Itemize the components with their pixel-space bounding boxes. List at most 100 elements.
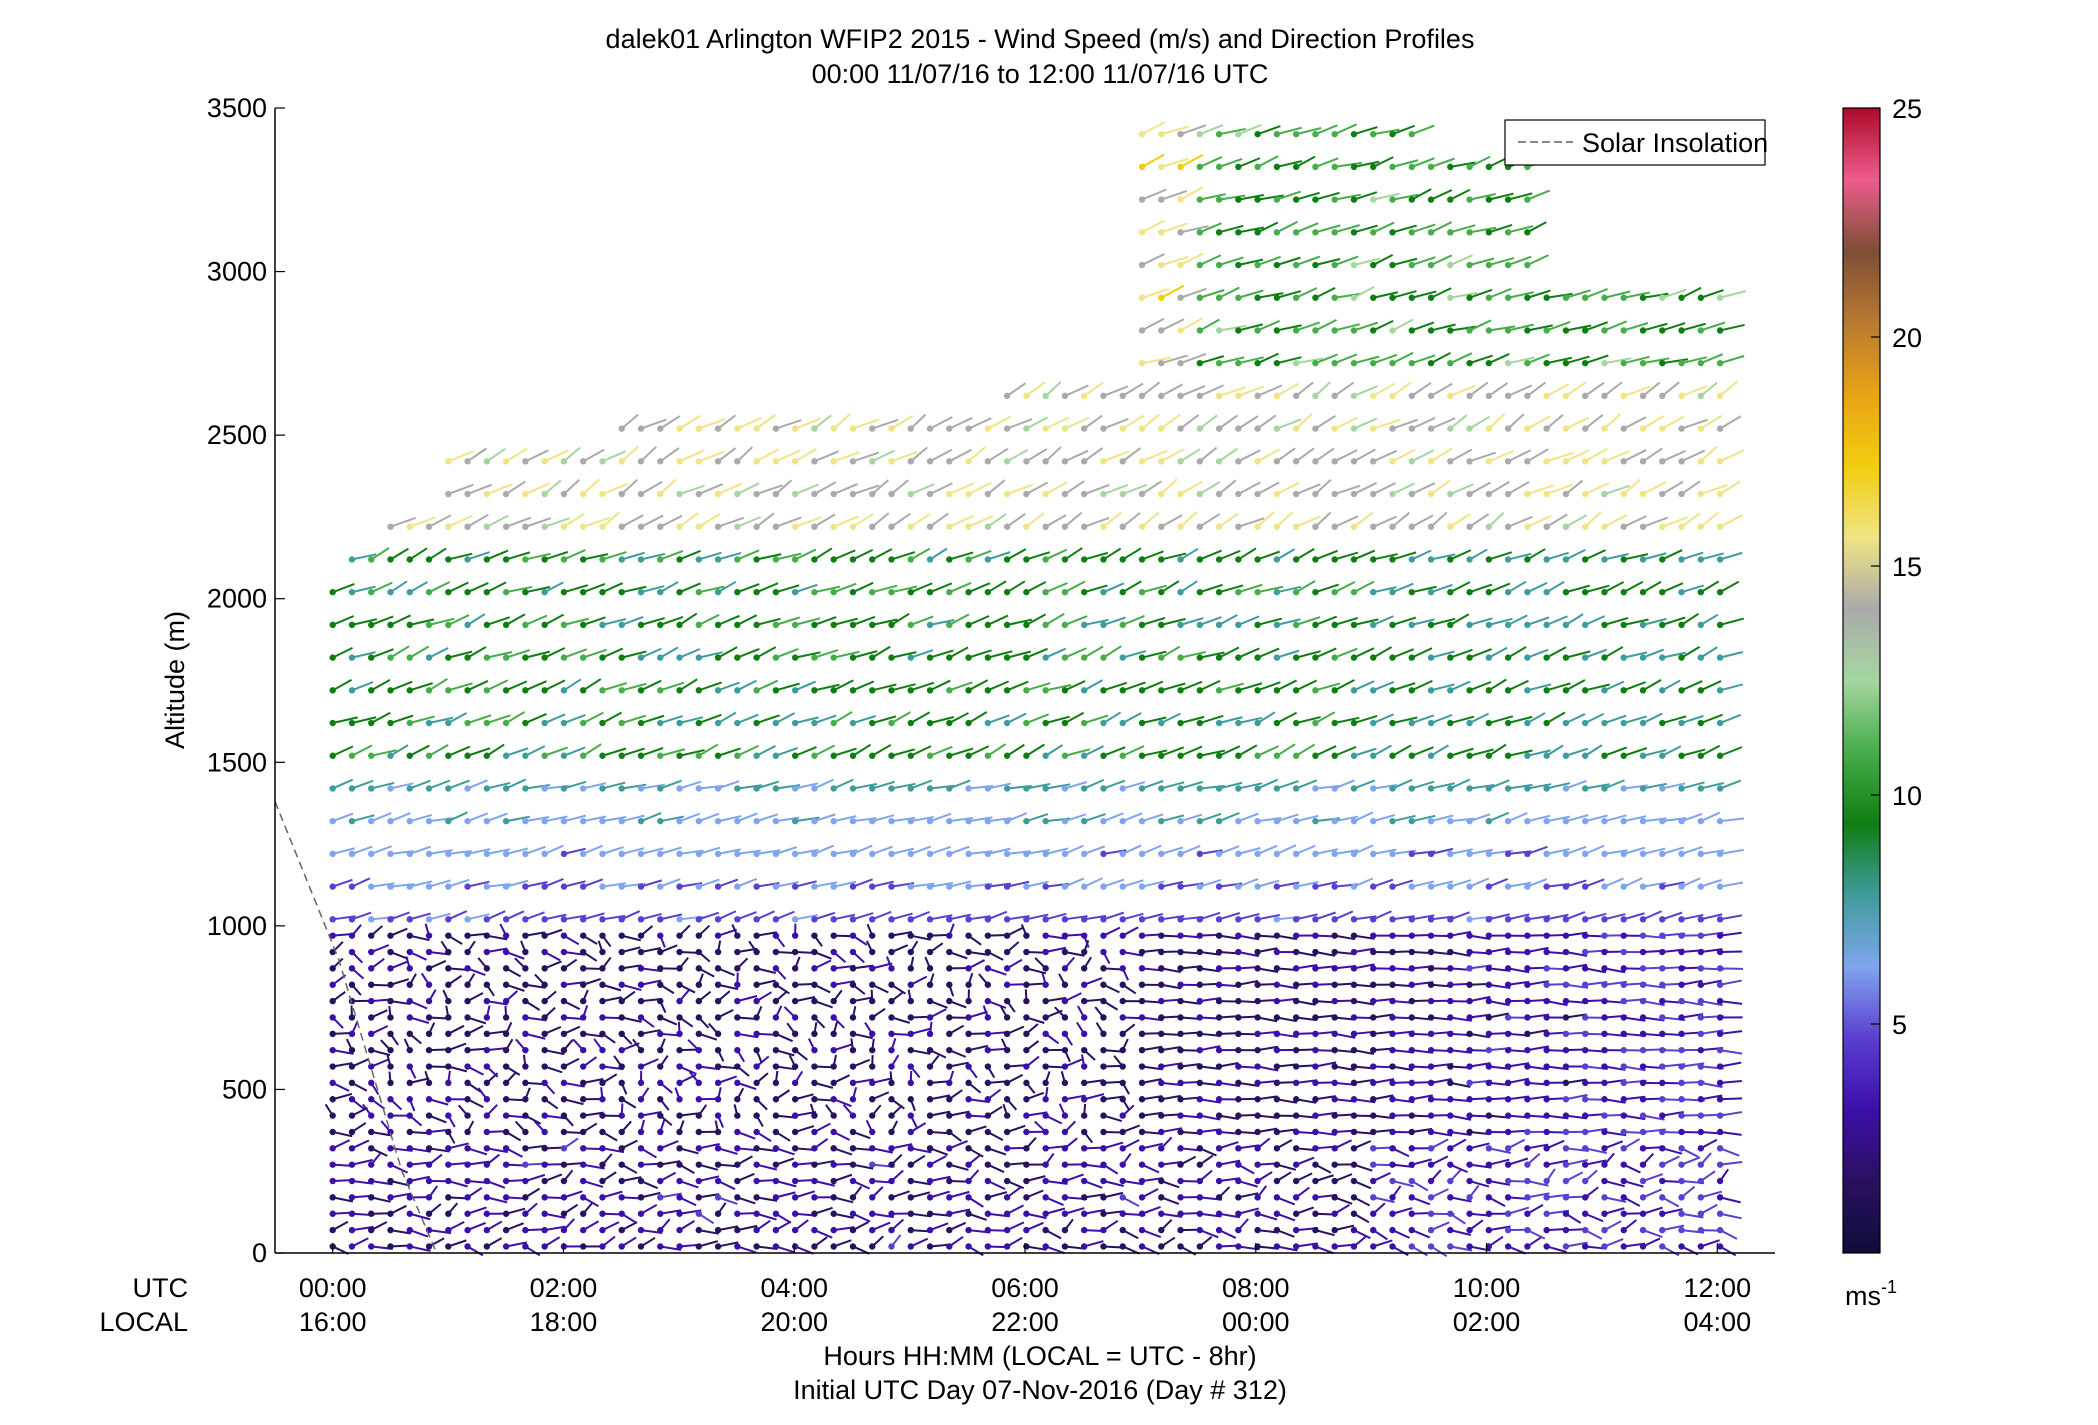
wind-barb-shaft	[467, 613, 486, 626]
wind-barb-shaft	[563, 714, 586, 724]
wind-barb-dot	[387, 621, 394, 629]
wind-barb-dot	[657, 817, 664, 825]
wind-barb-dot	[1003, 752, 1011, 759]
wind-barb-shaft	[621, 446, 639, 463]
wind-barb-dot	[1158, 1046, 1165, 1054]
wind-barb-shaft	[563, 479, 580, 495]
wind-barb-dot	[907, 1079, 914, 1087]
wind-barb-shaft	[1392, 616, 1417, 626]
wind-barb-dot	[1292, 163, 1300, 171]
wind-barb-dot	[445, 1210, 452, 1217]
wind-barb-shaft	[1469, 548, 1488, 561]
wind-barb-dot	[445, 687, 452, 694]
wind-barb-dot	[772, 425, 780, 432]
wind-barb-dot	[1177, 458, 1184, 465]
wind-barb-dot	[1061, 687, 1069, 694]
wind-barb-shaft	[1411, 188, 1432, 201]
wind-barb-dot	[1427, 556, 1435, 563]
wind-barb-dot	[1312, 1128, 1319, 1136]
wind-barb-dot	[483, 1194, 491, 1201]
wind-barb-shaft	[1122, 414, 1145, 430]
wind-barb-dot	[753, 981, 760, 988]
wind-barb-shaft	[582, 448, 605, 463]
wind-barb-dot	[869, 883, 876, 890]
wind-barb-dot	[1235, 850, 1242, 858]
wind-barb-dot	[1023, 785, 1030, 792]
wind-barb-shaft	[1430, 744, 1449, 757]
wind-barb-dot	[753, 1096, 760, 1103]
wind-barb-dot	[1196, 817, 1204, 825]
wind-barb-dot	[1370, 1161, 1377, 1168]
wind-barb-dot	[1447, 1030, 1454, 1038]
wind-barb-dot	[791, 785, 799, 792]
wind-barb-dot	[1562, 932, 1570, 939]
wind-barb-dot	[348, 948, 356, 956]
wind-barb-shaft	[640, 445, 657, 463]
wind-barb-dot	[1504, 1226, 1512, 1234]
wind-barb-dot	[1177, 294, 1184, 301]
wind-barb-dot	[1389, 229, 1396, 236]
wind-barb-shaft	[1546, 292, 1573, 299]
wind-barb-dot	[1061, 1194, 1069, 1201]
wind-barb-dot	[657, 932, 664, 939]
wind-barb-shaft	[1257, 1212, 1278, 1221]
wind-barb-shaft	[505, 778, 527, 790]
wind-barb-dot	[734, 1046, 741, 1054]
wind-barb-dot	[1427, 1046, 1435, 1054]
wind-barb-dot	[464, 1145, 471, 1152]
wind-barb-dot	[1292, 327, 1300, 334]
wind-barb-dot	[637, 1112, 645, 1119]
wind-barb-dot	[888, 965, 895, 972]
wind-barb-dot	[637, 425, 645, 432]
wind-barb-dot	[1466, 327, 1473, 334]
wind-barb-dot	[888, 817, 895, 825]
wind-barb-shaft	[563, 746, 586, 757]
wind-barb-dot	[1427, 1030, 1435, 1038]
wind-barb-shaft	[1411, 354, 1436, 365]
wind-barb-dot	[1350, 588, 1358, 596]
wind-barb-dot	[1370, 261, 1377, 269]
wind-barb-dot	[599, 687, 606, 694]
wind-barb-dot	[1042, 785, 1049, 792]
wind-barb-dot	[1292, 817, 1300, 825]
wind-barb-dot	[541, 1063, 548, 1070]
wind-barb-dot	[753, 948, 760, 956]
wind-barb-dot	[425, 1210, 433, 1217]
wind-barb-shaft	[1141, 550, 1164, 561]
wind-barb-dot	[560, 981, 568, 988]
wind-barb-dot	[1119, 1046, 1126, 1054]
wind-barb-shaft	[1469, 288, 1493, 299]
wind-barb-shaft	[524, 680, 547, 692]
wind-barb-shaft	[467, 880, 490, 888]
wind-barb-dot	[406, 654, 413, 661]
wind-barb-dot	[695, 1030, 703, 1038]
wind-barb-dot	[869, 1226, 876, 1234]
wind-barb-dot	[1254, 1030, 1261, 1038]
wind-barb-shaft	[1334, 779, 1355, 790]
wind-barb-dot	[1543, 1046, 1550, 1054]
wind-barb-dot	[541, 1112, 548, 1119]
wind-barb-shaft	[698, 513, 721, 528]
wind-barb-dot	[445, 997, 452, 1005]
wind-barb-dot	[1138, 1096, 1146, 1103]
wind-barb-dot	[1447, 1046, 1454, 1054]
wind-barb-dot	[1312, 1079, 1319, 1087]
wind-barb-dot	[1138, 1145, 1146, 1152]
wind-barb-shaft	[1160, 284, 1185, 299]
wind-barb-dot	[1408, 1128, 1415, 1136]
wind-barb-shaft	[1411, 321, 1435, 332]
wind-barb-dot	[1312, 523, 1319, 530]
wind-barb-dot	[888, 621, 895, 629]
wind-barb-dot	[830, 1063, 837, 1070]
wind-barb-dot	[1273, 556, 1281, 563]
wind-barb-shaft	[1045, 912, 1067, 921]
wind-barb-dot	[714, 1161, 722, 1168]
wind-barb-dot	[1543, 654, 1550, 661]
wind-barb-shaft	[1411, 449, 1434, 463]
wind-barb-dot	[464, 1226, 471, 1234]
wind-barb-dot	[579, 621, 587, 629]
wind-barb-shaft	[640, 812, 662, 823]
wind-barb-dot	[1408, 229, 1415, 236]
wind-barb-shaft	[1257, 745, 1280, 757]
wind-barb-dot	[849, 981, 857, 988]
